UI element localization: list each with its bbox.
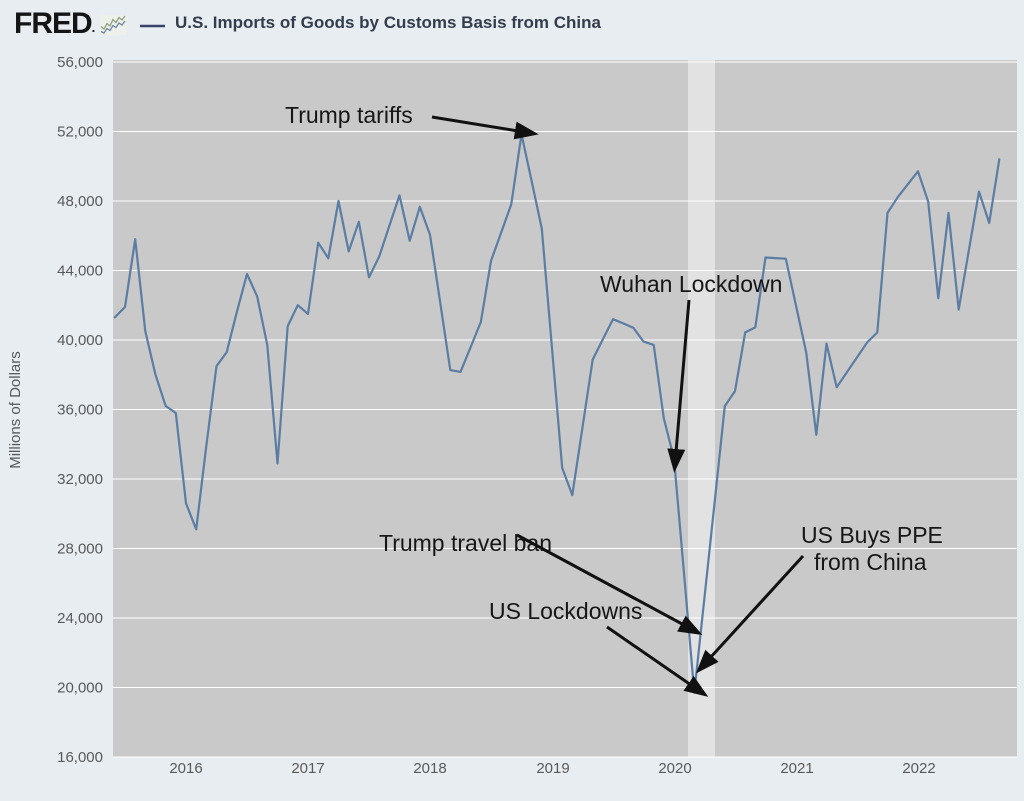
svg-text:2019: 2019 bbox=[536, 760, 569, 777]
svg-text:2018: 2018 bbox=[413, 760, 446, 777]
svg-text:Trump tariffs: Trump tariffs bbox=[285, 102, 413, 128]
svg-text:2017: 2017 bbox=[291, 760, 324, 777]
svg-text:Millions of Dollars: Millions of Dollars bbox=[7, 351, 24, 469]
svg-text:44,000: 44,000 bbox=[57, 263, 103, 280]
svg-text:Trump travel ban: Trump travel ban bbox=[379, 530, 552, 556]
svg-text:20,000: 20,000 bbox=[57, 680, 103, 697]
svg-text:48,000: 48,000 bbox=[57, 193, 103, 210]
svg-text:Wuhan Lockdown: Wuhan Lockdown bbox=[600, 271, 782, 297]
svg-text:US Buys PPE: US Buys PPE bbox=[801, 522, 943, 548]
svg-text:28,000: 28,000 bbox=[57, 541, 103, 558]
svg-text:US Lockdowns: US Lockdowns bbox=[489, 598, 642, 624]
svg-text:36,000: 36,000 bbox=[57, 402, 103, 419]
svg-text:56,000: 56,000 bbox=[57, 54, 103, 71]
svg-text:52,000: 52,000 bbox=[57, 124, 103, 141]
svg-text:2021: 2021 bbox=[780, 760, 813, 777]
svg-text:from China: from China bbox=[814, 549, 927, 575]
svg-text:24,000: 24,000 bbox=[57, 610, 103, 627]
svg-text:2022: 2022 bbox=[902, 760, 935, 777]
svg-text:2016: 2016 bbox=[169, 760, 202, 777]
svg-text:16,000: 16,000 bbox=[57, 749, 103, 766]
svg-text:40,000: 40,000 bbox=[57, 332, 103, 349]
svg-text:2020: 2020 bbox=[658, 760, 691, 777]
svg-text:32,000: 32,000 bbox=[57, 471, 103, 488]
